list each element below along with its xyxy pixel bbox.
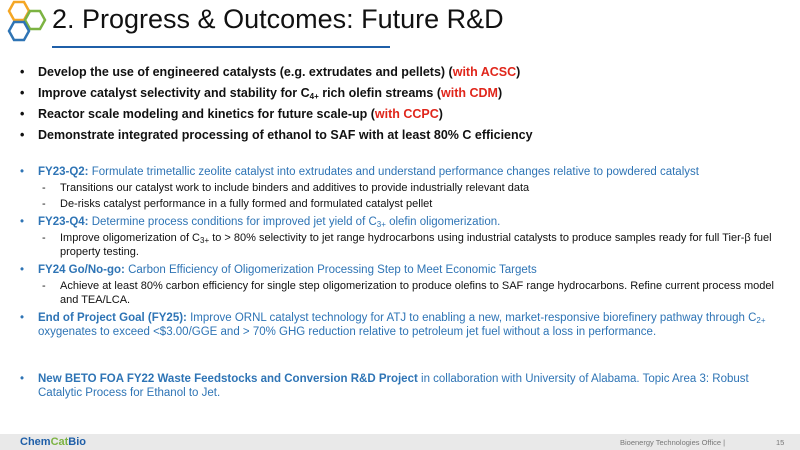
page-number: 15 — [776, 438, 785, 447]
partner: with CCPC — [374, 107, 439, 121]
footer-bar — [0, 434, 800, 450]
text: Improve oligomerization of C — [60, 232, 201, 244]
partner: with CDM — [441, 86, 498, 100]
text: Improve catalyst selectivity and stabili… — [38, 86, 310, 100]
text: to > 80% selectivity to jet range hydroc… — [60, 232, 772, 258]
sub-bullet: De-risks catalyst performance in a fully… — [38, 197, 778, 211]
logo-part: Cat — [50, 436, 69, 448]
logo-part: Chem — [20, 436, 51, 448]
text: De-risks catalyst performance in a fully… — [60, 198, 433, 210]
bullet: Reactor scale modeling and kinetics for … — [18, 104, 788, 125]
bullet: Develop the use of engineered catalysts … — [18, 62, 788, 83]
hex-logo — [7, 0, 47, 42]
footer-office: Bioenergy Technologies Office | — [620, 438, 726, 447]
text: Develop the use of engineered catalysts … — [38, 65, 453, 79]
text: Achieve at least 80% carbon efficiency f… — [60, 280, 774, 306]
text: in collaboration with University of Alab… — [38, 373, 749, 399]
text: Formulate trimetallic zeolite catalyst i… — [88, 166, 699, 178]
bullet: Demonstrate integrated processing of eth… — [18, 125, 788, 146]
bullet: Improve catalyst selectivity and stabili… — [18, 83, 788, 104]
text: ) — [516, 65, 521, 79]
text: Transitions our catalyst work to include… — [60, 182, 530, 194]
milestones: FY23-Q2: Formulate trimetallic zeolite c… — [18, 165, 778, 343]
text: olefin oligomerization. — [385, 216, 501, 228]
subscript: 4+ — [309, 92, 319, 101]
text: Carbon Efficiency of Oligomerization Pro… — [124, 264, 537, 276]
text: Demonstrate integrated processing of eth… — [38, 128, 533, 142]
lead: FY23-Q4: — [38, 216, 89, 228]
footer-logo: ChemCatBio — [20, 436, 86, 448]
text: ) — [497, 86, 503, 100]
subscript: 3+ — [376, 220, 386, 229]
lead: FY23-Q2: — [38, 166, 89, 178]
title: 2. Progress & Outcomes: Future R&D — [52, 4, 504, 34]
text: Improve ORNL catalyst technology for ATJ… — [186, 312, 757, 324]
milestone: FY23-Q4: Determine process conditions fo… — [18, 215, 778, 259]
subscript: 2+ — [756, 316, 766, 325]
logo-part: Bio — [68, 436, 87, 448]
title-rule — [52, 46, 390, 48]
subscript: 3+ — [200, 236, 210, 245]
lead: FY24 Go/No-go: — [38, 264, 125, 276]
text: Determine process conditions for improve… — [88, 216, 377, 228]
text: Reactor scale modeling and kinetics for … — [38, 107, 375, 121]
top-bullets: Develop the use of engineered catalysts … — [18, 62, 788, 146]
partner: with ACSC — [452, 65, 517, 79]
lead: End of Project Goal (FY25): — [38, 312, 187, 324]
project: New BETO FOA FY22 Waste Feedstocks and C… — [18, 372, 778, 400]
sub-bullet: Achieve at least 80% carbon efficiency f… — [38, 279, 778, 307]
milestone: FY23-Q2: Formulate trimetallic zeolite c… — [18, 165, 778, 211]
sub-bullet: Transitions our catalyst work to include… — [38, 181, 778, 195]
lead: New BETO FOA FY22 Waste Feedstocks and C… — [38, 373, 418, 385]
text: oxygenates to exceed <$3.00/GGE and > 70… — [38, 326, 657, 338]
text: rich olefin streams ( — [318, 86, 442, 100]
milestone: End of Project Goal (FY25): Improve ORNL… — [18, 311, 778, 339]
milestone: FY24 Go/No-go: Carbon Efficiency of Olig… — [18, 263, 778, 307]
text: ) — [438, 107, 443, 121]
sub-bullet: Improve oligomerization of C3+ to > 80% … — [38, 231, 778, 259]
